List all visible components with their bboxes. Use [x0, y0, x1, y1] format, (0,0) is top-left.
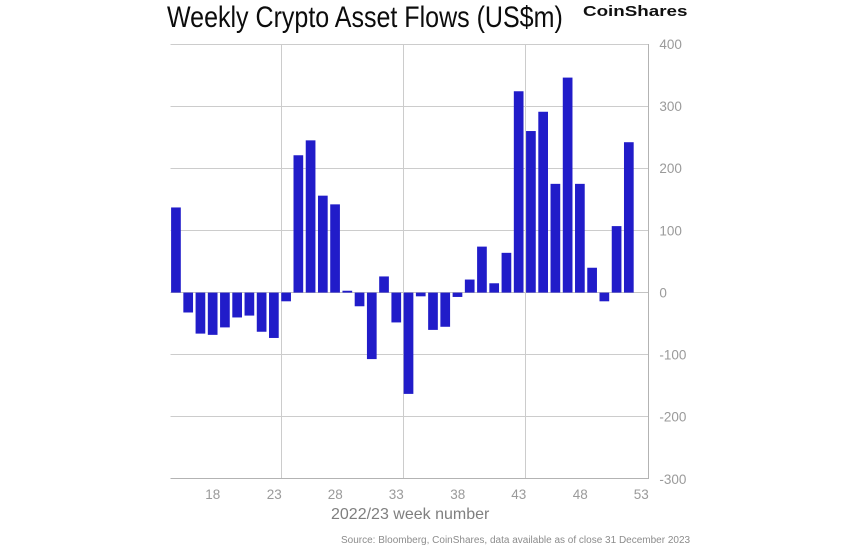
svg-text:33: 33: [389, 487, 404, 502]
svg-text:48: 48: [573, 487, 588, 502]
svg-text:-100: -100: [659, 348, 686, 363]
svg-text:53: 53: [634, 487, 649, 502]
svg-text:43: 43: [511, 487, 526, 502]
svg-text:28: 28: [328, 487, 343, 502]
svg-text:200: 200: [659, 161, 682, 176]
svg-text:-300: -300: [659, 472, 686, 487]
svg-text:0: 0: [659, 285, 667, 300]
svg-text:300: 300: [659, 99, 682, 114]
svg-text:18: 18: [205, 487, 220, 502]
svg-text:100: 100: [659, 223, 682, 238]
svg-text:23: 23: [267, 487, 282, 502]
svg-text:-200: -200: [659, 410, 686, 425]
svg-text:38: 38: [450, 487, 465, 502]
svg-text:400: 400: [659, 37, 682, 52]
